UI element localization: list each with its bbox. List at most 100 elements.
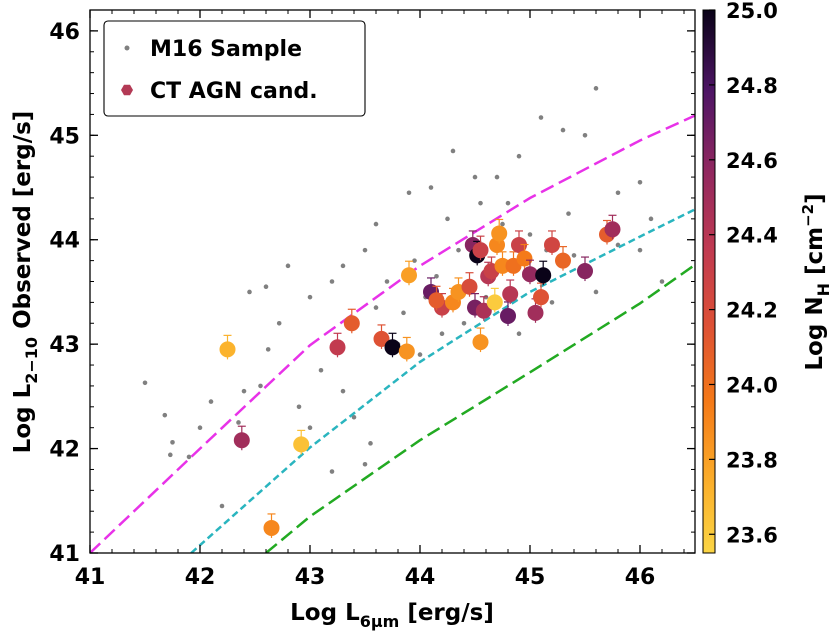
ct-point-8 xyxy=(398,343,415,360)
sample-point-11 xyxy=(241,388,247,394)
sample-point-10 xyxy=(265,347,271,352)
legend-label-sample: M16 Sample xyxy=(150,37,302,62)
sample-point-14 xyxy=(247,289,252,295)
colorbar-ticks: 23.6 23.8 24.0 24.2 24.4 24.6 24.8 25.0 xyxy=(709,0,778,547)
x-tick-label-4: 45 xyxy=(515,565,546,590)
ct-point-37 xyxy=(544,236,560,253)
y-axis-ticks: 41 42 43 44 45 46 xyxy=(49,9,695,567)
sample-point-28 xyxy=(307,425,313,430)
sample-point-52 xyxy=(505,200,511,206)
background-sample-points xyxy=(142,86,665,509)
sample-point-7 xyxy=(197,425,203,430)
ct-point-1 xyxy=(293,436,310,453)
sample-point-1 xyxy=(162,412,168,418)
sample-point-9 xyxy=(258,383,263,389)
sample-point-66 xyxy=(566,211,571,216)
colorbar-tick-label-3: 24.2 xyxy=(726,299,778,323)
sample-point-16 xyxy=(307,294,313,300)
ct-point-0 xyxy=(219,341,236,358)
sample-point-69 xyxy=(401,310,406,316)
colorbar-strip xyxy=(702,9,716,554)
sample-point-70 xyxy=(445,216,450,222)
sample-point-26 xyxy=(362,461,368,467)
ct-point-20 xyxy=(475,302,492,319)
sample-point-25 xyxy=(329,469,335,474)
ct-point-7 xyxy=(384,339,401,356)
sample-point-41 xyxy=(582,133,588,138)
ct-point-6 xyxy=(373,330,390,347)
x-tick-label-3: 44 xyxy=(405,565,436,590)
ct-point-9 xyxy=(401,267,417,284)
ct-point-31 xyxy=(511,236,527,253)
x-tick-label-0: 41 xyxy=(75,565,106,590)
y-axis-label: Log L2−10 Observed [erg/s] xyxy=(10,111,41,454)
colorbar-tick-label-2: 24.0 xyxy=(726,373,778,397)
sample-point-2 xyxy=(170,440,175,445)
sample-point-31 xyxy=(439,331,445,337)
ct-point-5 xyxy=(343,315,360,332)
colorbar-tick-label-6: 24.8 xyxy=(726,74,778,98)
ct-point-36 xyxy=(535,267,552,284)
colorbar-tick-label-4: 24.4 xyxy=(726,224,778,248)
ct-point-29 xyxy=(502,286,519,303)
ct-point-4 xyxy=(329,339,346,356)
ct-point-2 xyxy=(233,432,250,449)
sample-point-38 xyxy=(516,153,522,159)
sample-point-59 xyxy=(412,258,417,263)
ct-point-35 xyxy=(533,289,549,306)
sample-point-54 xyxy=(571,253,577,258)
sample-point-49 xyxy=(428,185,434,190)
sample-point-4 xyxy=(168,452,173,458)
ct-point-38 xyxy=(555,252,571,269)
sample-point-27 xyxy=(340,388,346,394)
sample-point-48 xyxy=(472,174,478,180)
sample-point-45 xyxy=(648,216,654,222)
y-tick-label-0: 41 xyxy=(49,542,80,567)
sample-point-51 xyxy=(373,221,379,227)
sample-point-13 xyxy=(263,284,269,290)
x-axis-label: Log L6μm [erg/s] xyxy=(290,600,494,631)
ct-point-23 xyxy=(472,334,489,351)
ct-agn-points xyxy=(219,214,621,538)
y-tick-label-4: 45 xyxy=(49,124,80,149)
sample-point-32 xyxy=(461,320,467,326)
colorbar-tick-label-5: 24.6 xyxy=(726,149,778,173)
sample-point-37 xyxy=(494,174,500,180)
sample-point-0 xyxy=(142,380,148,386)
ct-point-41 xyxy=(604,221,621,238)
legend-marker-sample xyxy=(124,45,130,51)
ct-point-15 xyxy=(461,278,478,295)
legend-box xyxy=(103,20,366,117)
x-tick-label-5: 46 xyxy=(625,565,656,590)
ct-point-39 xyxy=(577,263,593,280)
ct-point-24 xyxy=(486,294,503,311)
x-axis-ticks: 41 42 43 44 45 46 xyxy=(75,10,685,590)
sample-point-43 xyxy=(615,190,621,196)
sample-point-17 xyxy=(329,279,335,284)
sample-point-20 xyxy=(373,305,379,310)
colorbar: 23.6 23.8 24.0 24.2 24.4 24.6 24.8 25.0 Log NH … xyxy=(702,0,830,554)
x-tick-label-1: 42 xyxy=(185,565,216,590)
sample-point-67 xyxy=(384,279,390,284)
sample-point-34 xyxy=(516,331,522,337)
ct-point-28 xyxy=(500,307,516,324)
y-tick-label-2: 43 xyxy=(49,333,80,358)
sample-point-39 xyxy=(538,115,544,120)
model-curve-2 xyxy=(265,263,695,553)
sample-point-71 xyxy=(478,200,483,206)
legend-marker-ct xyxy=(121,84,133,96)
ct-point-27 xyxy=(494,257,511,274)
sample-point-35 xyxy=(549,300,555,305)
sample-point-36 xyxy=(593,289,599,295)
colorbar-tick-label-7: 25.0 xyxy=(726,0,778,23)
sample-point-23 xyxy=(351,414,357,420)
sample-point-3 xyxy=(186,454,192,460)
ct-point-26 xyxy=(491,225,508,242)
sample-point-12 xyxy=(285,263,291,269)
colorbar-tick-label-0: 23.6 xyxy=(726,523,778,547)
legend-label-ct: CT AGN cand. xyxy=(150,79,318,104)
sample-point-53 xyxy=(527,232,533,237)
sample-point-15 xyxy=(276,320,282,326)
sample-point-6 xyxy=(208,399,214,404)
